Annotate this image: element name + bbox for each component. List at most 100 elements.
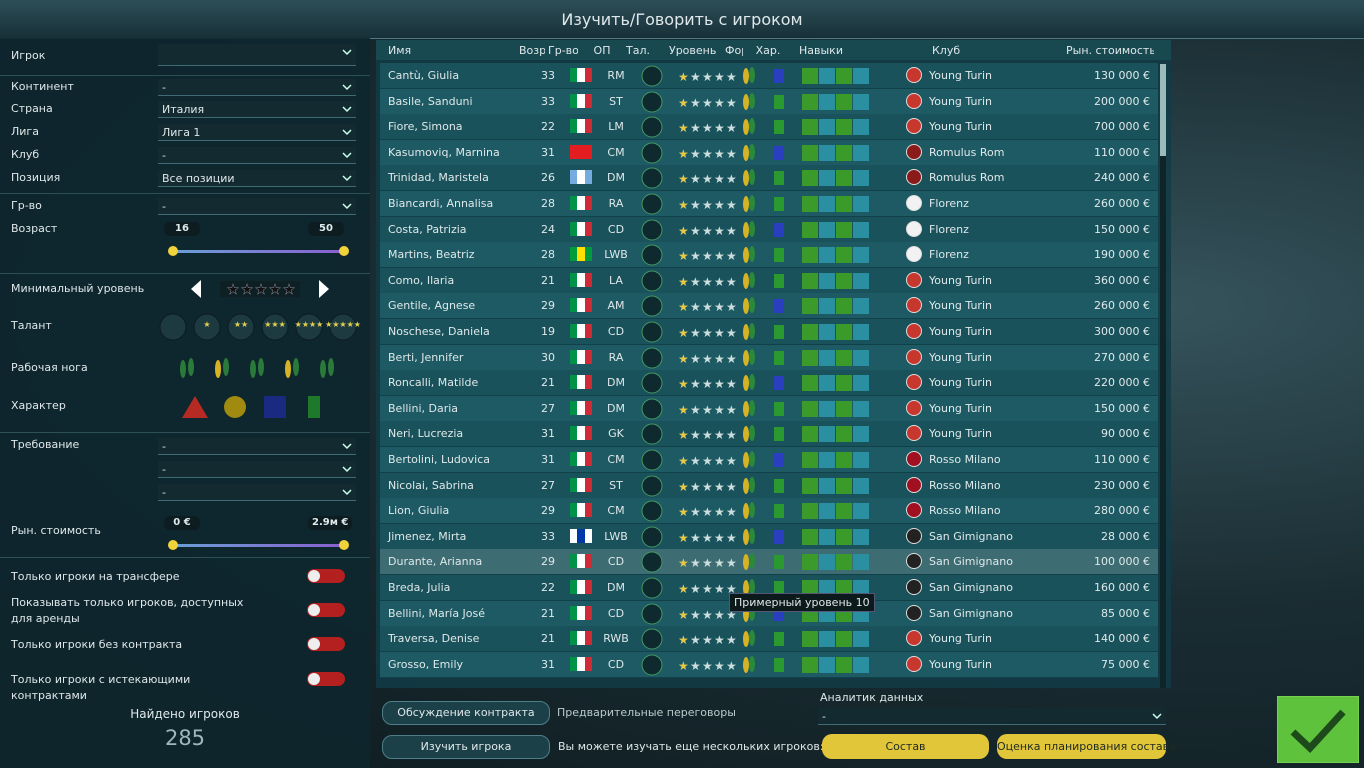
player-row[interactable]: Martins, Beatriz 28 LWB ★ ★ ★ ★ ★ Florenz 190 000…: [380, 242, 1158, 269]
player-name: Bertolini, Ludovica: [388, 453, 490, 466]
row-icons: ★ ★ ★ ★ ★: [641, 270, 869, 292]
row-icons: ★ ★ ★ ★ ★: [641, 423, 869, 445]
search-input[interactable]: [158, 44, 356, 66]
column-header[interactable]: Гр-во: [548, 44, 578, 57]
svg-text:★: ★: [690, 300, 701, 314]
player-row[interactable]: Fiore, Simona 22 LM ★ ★ ★ ★ ★ Young Turin 700 000…: [380, 114, 1158, 141]
value-slider-handle[interactable]: [168, 540, 178, 550]
player-row[interactable]: Cantù, Giulia 33 RM ★ ★ ★ ★ ★ Young Turin 130 000…: [380, 63, 1158, 89]
svg-text:★: ★: [678, 505, 689, 519]
value-slider-handle[interactable]: [339, 540, 349, 550]
age-slider-handle[interactable]: [168, 246, 178, 256]
player-row[interactable]: Grosso, Emily 31 CD ★ ★ ★ ★ ★ Young Turin 75 000 …: [380, 651, 1158, 678]
dropdown[interactable]: Италия: [158, 101, 356, 118]
value-slider-track: [173, 544, 344, 547]
player-row[interactable]: Traversa, Denise 21 RWB ★ ★ ★ ★ ★ Young Turin 140…: [380, 626, 1158, 653]
age-slider-handle[interactable]: [339, 246, 349, 256]
button[interactable]: Состав: [822, 734, 989, 759]
dropdown[interactable]: -: [158, 484, 356, 501]
player-row[interactable]: Jimenez, Mirta 33 LWB ★ ★ ★ ★ ★ San Gimignano 28 …: [380, 523, 1158, 550]
player-row[interactable]: Gentile, Agnese 29 AM ★ ★ ★ ★ ★ Young Turin 260 0…: [380, 293, 1158, 320]
svg-text:★: ★: [726, 582, 737, 596]
button-text[interactable]: Предварительные переговоры: [557, 706, 736, 719]
dropdown[interactable]: Все позиции: [158, 170, 356, 187]
player-row[interactable]: Noschese, Daniela 19 CD ★ ★ ★ ★ ★ Young Turin 300…: [380, 319, 1158, 345]
column-header[interactable]: Фор: [725, 44, 743, 57]
button[interactable]: Изучить игрока: [382, 735, 550, 759]
player-row[interactable]: Berti, Jennifer 30 RA ★ ★ ★ ★ ★ Young Turin 270 0…: [380, 344, 1158, 371]
player-row[interactable]: Basile, Sanduni 33 ST ★ ★ ★ ★ ★ Young Turin 200 0…: [380, 88, 1158, 115]
player-position: CM: [607, 504, 625, 518]
row-icons: ★ ★ ★ ★ ★: [641, 91, 869, 113]
player-name: Como, Ilaria: [388, 273, 455, 287]
toggle[interactable]: [307, 569, 345, 583]
flag-stripe: [577, 221, 585, 236]
flag-stripe: [570, 119, 578, 134]
club-badge: [906, 604, 922, 621]
value-slider-value: 2.9м €: [308, 516, 353, 530]
svg-text:★: ★: [678, 198, 689, 212]
player-row[interactable]: Bertolini, Ludovica 31 CM ★ ★ ★ ★ ★ Rosso Milano…: [380, 447, 1158, 473]
svg-text:★: ★: [702, 556, 713, 570]
svg-text:★: ★: [678, 121, 689, 135]
dropdown[interactable]: Лига 1: [158, 124, 356, 141]
flag-stripe: [577, 93, 585, 108]
player-row[interactable]: Roncalli, Matilde 21 DM ★ ★ ★ ★ ★ Young Turin 220…: [380, 370, 1158, 397]
flag: [570, 400, 592, 415]
column-header[interactable]: Имя: [388, 44, 412, 57]
column-header[interactable]: ОП: [593, 44, 611, 57]
player-position: DM: [607, 581, 625, 594]
column-header[interactable]: Возр: [519, 44, 545, 57]
dropdown[interactable]: -: [158, 438, 356, 455]
dropdown[interactable]: -: [158, 461, 356, 478]
dropdown[interactable]: -: [158, 198, 356, 215]
dropdown[interactable]: -: [158, 79, 356, 96]
column-header[interactable]: Клуб: [932, 44, 961, 57]
flag-stripe: [577, 375, 585, 390]
dropdown[interactable]: -: [158, 147, 356, 164]
flag-stripe: [570, 324, 578, 338]
toggle[interactable]: [307, 672, 345, 686]
character-icons[interactable]: [180, 394, 330, 420]
player-row[interactable]: Lion, Giulia 29 CM ★ ★ ★ ★ ★ Rosso Milano 280 000…: [380, 498, 1158, 525]
svg-text:★: ★: [203, 320, 210, 329]
toggle[interactable]: [307, 603, 345, 617]
column-header[interactable]: Навыки: [799, 44, 843, 57]
player-row[interactable]: Costa, Patrizia 24 CD ★ ★ ★ ★ ★ Florenz 150 000 €: [380, 216, 1158, 243]
dropdown-value: -: [162, 81, 166, 94]
club-name: Young Turin: [929, 350, 992, 364]
svg-text:★: ★: [678, 454, 689, 468]
player-row[interactable]: Nicolai, Sabrina 27 ST ★ ★ ★ ★ ★ Rosso Milano 230…: [380, 472, 1158, 499]
flag-stripe: [570, 144, 578, 159]
column-header[interactable]: Хар.: [755, 44, 781, 57]
player-row[interactable]: Durante, Arianna 29 CD ★ ★ ★ ★ ★ San Gimignano 10…: [380, 549, 1158, 576]
player-row[interactable]: Bellini, Daria 27 DM ★ ★ ★ ★ ★ Young Turin 150 00…: [380, 395, 1158, 422]
svg-text:★: ★: [702, 352, 713, 366]
level-selector[interactable]: ★ ★ ★ ★ ★: [185, 277, 335, 301]
player-name: Fiore, Simona: [388, 120, 463, 134]
button[interactable]: Обсуждение контракта: [382, 701, 550, 725]
filter-label: Лига: [11, 125, 39, 138]
player-row[interactable]: Trinidad, Maristela 26 DM ★ ★ ★ ★ ★ Romulus Rom 2…: [380, 165, 1158, 192]
confirm-button[interactable]: [1277, 696, 1359, 763]
svg-text:★: ★: [690, 608, 701, 622]
talent-icons[interactable]: ★ ★★ ★★★ ★★★★ ★★★★★: [158, 312, 362, 342]
svg-text:★: ★: [714, 249, 725, 263]
toggle-label: Только игроки на трансфере: [11, 570, 180, 583]
player-row[interactable]: Biancardi, Annalisa 28 RA ★ ★ ★ ★ ★ Florenz 260 0…: [380, 191, 1158, 217]
toggle[interactable]: [307, 637, 345, 651]
row-icons: ★ ★ ★ ★ ★: [641, 500, 869, 522]
svg-text:★: ★: [269, 282, 282, 298]
player-row[interactable]: Como, Ilaria 21 LA ★ ★ ★ ★ ★ Young Turin 360 000 …: [380, 267, 1158, 294]
club-badge: [906, 220, 922, 237]
player-row[interactable]: Kasumoviq, Marnina 31 CM ★ ★ ★ ★ ★ Romulus Rom 11…: [380, 139, 1158, 166]
market-value: 270 000 €: [1094, 350, 1150, 364]
player-position: LWB: [604, 248, 628, 262]
column-header[interactable]: Рын. стоимость: [1066, 44, 1154, 57]
column-header[interactable]: Уровень: [669, 44, 717, 57]
button[interactable]: Оценка планирования состава: [997, 734, 1176, 759]
foot-icons[interactable]: [170, 356, 340, 382]
column-header[interactable]: Тал.: [626, 44, 650, 57]
dropdown[interactable]: -: [818, 708, 1166, 725]
player-row[interactable]: Neri, Lucrezia 31 GK ★ ★ ★ ★ ★ Young Turin 90 000…: [380, 421, 1158, 448]
